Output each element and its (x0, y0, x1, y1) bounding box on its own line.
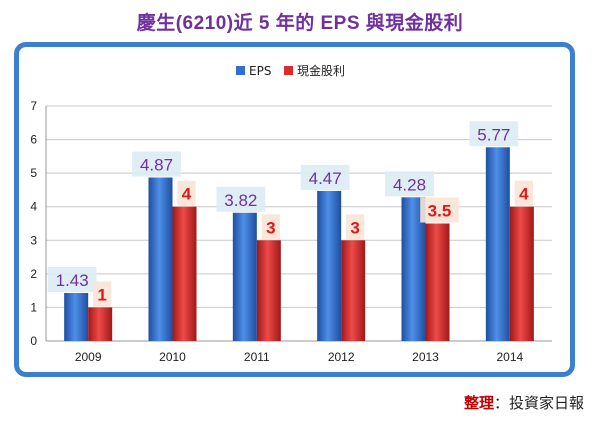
eps-bar (317, 190, 342, 341)
y-tick-label: 4 (30, 200, 37, 214)
dividend-data-label: 3 (266, 218, 275, 237)
y-tick-label: 3 (30, 233, 37, 247)
y-tick-label: 2 (30, 267, 37, 281)
data-label-background (93, 281, 112, 307)
legend-eps-label: EPS (249, 64, 271, 78)
dividend-bar (341, 240, 366, 341)
x-tick-label: 2010 (159, 350, 186, 364)
legend-eps-swatch (236, 66, 245, 75)
page-title: 慶生(6210)近 5 年的 EPS 與現金股利 (136, 13, 464, 34)
eps-data-label: 1.43 (56, 271, 89, 290)
data-label-background (346, 214, 365, 240)
data-label-background (300, 164, 350, 190)
data-label-background (514, 180, 533, 206)
y-tick-label: 7 (30, 99, 37, 113)
legend-dividend-swatch (284, 66, 293, 75)
x-tick-label: 2013 (412, 350, 439, 364)
dividend-bar (172, 206, 197, 341)
dividend-bar (425, 223, 450, 341)
data-label-background (420, 197, 459, 223)
eps-data-label: 4.28 (393, 175, 426, 194)
y-tick-label: 5 (30, 166, 37, 180)
dividend-data-label: 4 (519, 185, 529, 204)
y-tick-label: 0 (30, 334, 37, 348)
data-label-background (469, 121, 519, 147)
eps-bar (148, 177, 173, 341)
eps-data-label: 4.87 (140, 156, 173, 175)
x-tick-label: 2009 (75, 350, 102, 364)
eps-data-label: 3.82 (224, 191, 257, 210)
credit-line: 整理：投資家日報 (464, 392, 584, 413)
x-tick-label: 2014 (496, 350, 523, 364)
dividend-data-label: 3 (350, 218, 359, 237)
data-label-background (261, 214, 280, 240)
dividend-bar (509, 206, 534, 341)
credit-value: 投資家日報 (508, 394, 584, 412)
data-label-background (132, 151, 181, 177)
dividend-data-label: 1 (97, 285, 106, 304)
y-tick-label: 1 (30, 300, 37, 314)
eps-data-label: 4.47 (309, 169, 342, 188)
eps-bar (64, 292, 89, 341)
eps-bar (232, 212, 257, 341)
dividend-data-label: 3.5 (428, 202, 452, 221)
eps-bar (485, 147, 510, 341)
data-label-background (177, 180, 196, 206)
data-label-background (216, 186, 266, 212)
legend-dividend-label: 現金股利 (297, 63, 345, 78)
eps-data-label: 5.77 (477, 125, 510, 144)
credit-separator: ： (493, 394, 509, 412)
data-label-background (47, 266, 97, 292)
dividend-bar (88, 307, 113, 341)
dividend-bar (256, 240, 281, 341)
dividend-data-label: 4 (182, 185, 192, 204)
x-tick-label: 2011 (244, 350, 270, 364)
credit-label: 整理 (463, 394, 494, 412)
y-tick-label: 6 (30, 133, 37, 147)
data-label-background (385, 171, 434, 197)
x-tick-label: 2012 (328, 350, 355, 364)
